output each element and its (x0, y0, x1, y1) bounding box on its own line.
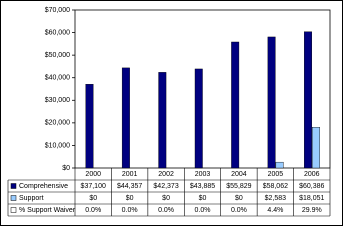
bar (267, 36, 276, 169)
bar (275, 161, 284, 169)
legend-swatch (10, 195, 17, 201)
y-tick-label: $60,000 (45, 29, 70, 36)
x-tick-label: 2000 (85, 171, 101, 178)
table-cell: $0 (126, 195, 134, 202)
x-tick-label: 2005 (268, 171, 284, 178)
table-cell: 0.0% (195, 207, 211, 214)
chart: $0 $10,000 $20,000 $30,000 $40,000 $50,000 $60… (0, 0, 343, 226)
x-tick-label: 2004 (231, 171, 247, 178)
table-cell: $0 (89, 195, 97, 202)
table-cell: $60,386 (299, 183, 324, 190)
x-tick-label: 2003 (195, 171, 211, 178)
table-cell: $55,829 (226, 183, 251, 190)
table-cell: $0 (199, 195, 207, 202)
y-tick-label: $40,000 (45, 75, 70, 82)
table-cell: $18,051 (299, 195, 324, 202)
table-cell: 4.4% (267, 207, 283, 214)
legend-swatch (10, 207, 17, 213)
bar (231, 41, 240, 169)
legend-swatch (10, 183, 17, 189)
table-cell: $37,100 (81, 183, 106, 190)
table-cell: 29.9% (302, 207, 322, 214)
table-cell: $42,373 (153, 183, 178, 190)
x-tick-label: 2006 (304, 171, 320, 178)
y-tick-label: $20,000 (45, 120, 70, 127)
y-tick-label: $70,000 (45, 7, 70, 14)
table-cell: 0.0% (231, 207, 247, 214)
bar (312, 127, 320, 169)
bar (121, 67, 130, 169)
bar (194, 68, 203, 169)
bar (85, 84, 94, 169)
table-cell: $43,885 (190, 183, 215, 190)
table-cell: $0 (235, 195, 243, 202)
y-tick-label: $30,000 (45, 97, 70, 104)
legend-label: Support (19, 195, 44, 202)
y-tick-label: $10,000 (45, 142, 70, 149)
legend-label: Comprehensive (19, 183, 68, 190)
y-tick-label: $50,000 (45, 52, 70, 59)
bar (158, 72, 167, 169)
chart-frame (0, 0, 343, 226)
y-tick-label: $0 (62, 165, 70, 172)
x-tick-label: 2001 (122, 171, 138, 178)
table-cell: $0 (162, 195, 170, 202)
bar (304, 31, 312, 169)
table-cell: $58,062 (263, 183, 288, 190)
table-cell: 0.0% (158, 207, 174, 214)
table-cell: 0.0% (122, 207, 138, 214)
x-tick-label: 2002 (158, 171, 174, 178)
legend-label: % Support Waiver (19, 207, 76, 214)
table-cell: $44,357 (117, 183, 142, 190)
table-cell: $2,583 (265, 195, 287, 202)
table-cell: 0.0% (85, 207, 101, 214)
